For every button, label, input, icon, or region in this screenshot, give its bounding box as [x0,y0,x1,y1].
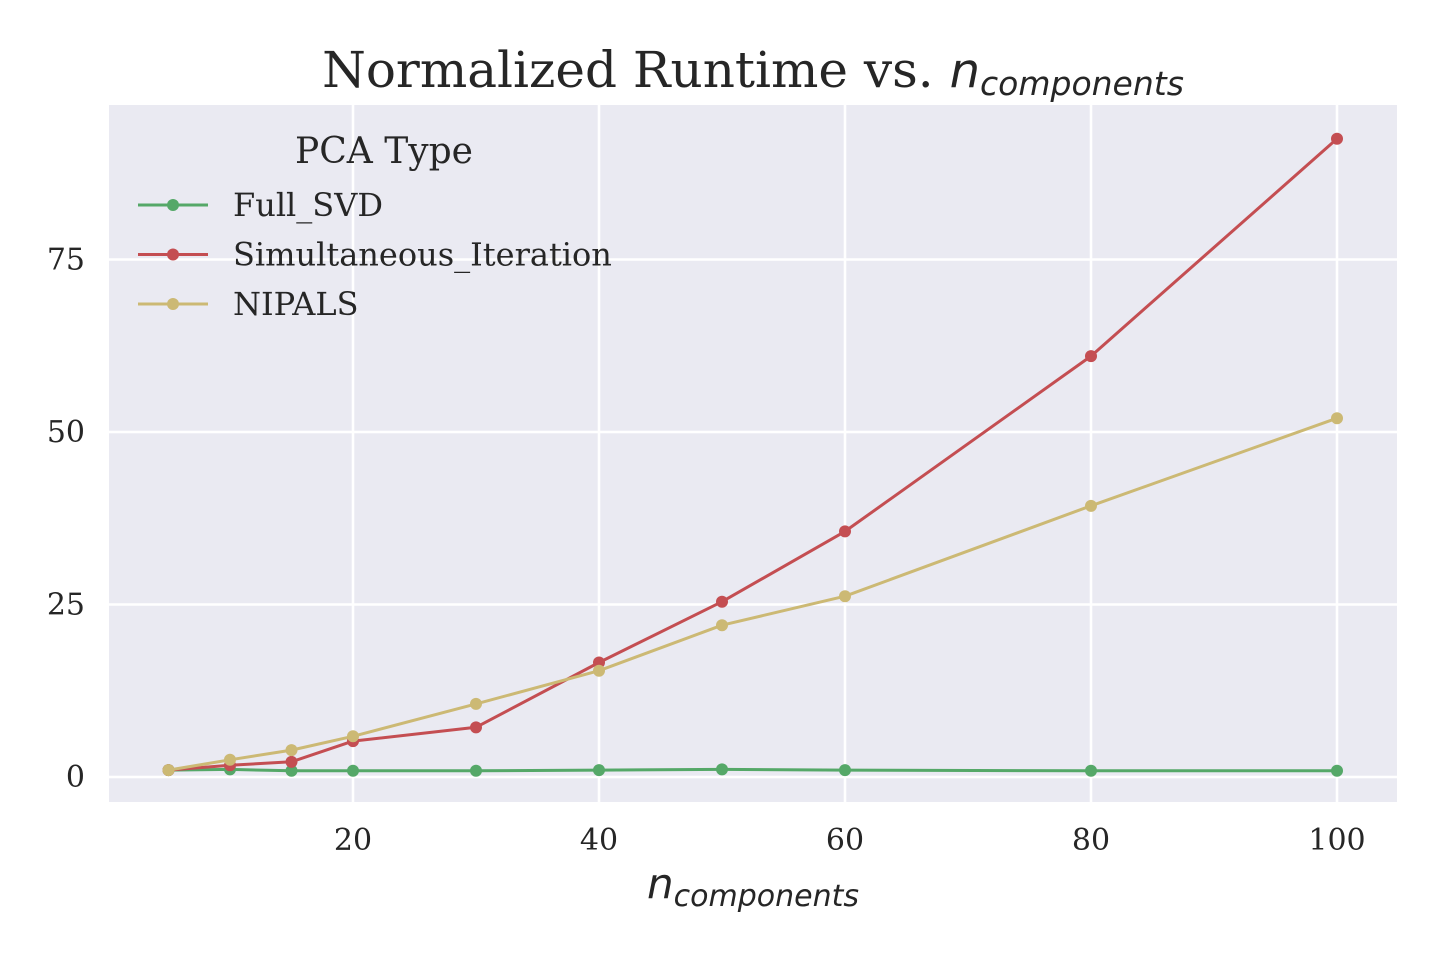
y-tick-label: 50 [47,415,85,450]
x-axis-label-base: n [647,859,674,908]
series-line [168,416,1338,772]
series-simultaneous-iteration [162,132,1343,777]
chart-title-text: Normalized Runtime vs. [322,41,950,99]
data-point [285,755,298,768]
legend-item: Full_SVD [138,186,383,224]
x-tick-label: 60 [826,823,864,858]
y-tick-label: 25 [47,588,85,623]
data-point [347,764,359,777]
legend-marker [167,199,179,211]
plot-background [109,105,1397,802]
data-point [1085,764,1097,777]
data-point [593,656,605,669]
data-point [285,744,298,757]
series-line [168,767,1337,773]
series-layer [162,132,1343,777]
legend-label: Simultaneous_Iteration [233,236,612,274]
data-point [470,764,482,777]
legend-marker [167,298,179,310]
x-tick-label: 40 [580,823,618,858]
data-point [347,730,359,743]
y-tick-label: 0 [66,760,85,795]
data-point [839,590,851,603]
legend-item: NIPALS [138,285,359,323]
x-tick-label: 80 [1072,823,1110,858]
chart-title-math-sub: components [980,64,1184,103]
x-axis-label: ncomponents [647,859,859,914]
tick-labels: 20 40 60 80 100 0 25 50 75 [47,243,1366,859]
legend-marker [167,248,179,261]
x-tick-label: 100 [1308,823,1365,858]
data-point [839,764,851,777]
data-point [716,763,728,776]
data-point [224,753,236,766]
data-point [1331,132,1343,145]
legend-label: NIPALS [233,285,359,323]
data-point [285,764,298,777]
data-point [470,721,482,734]
data-point [593,764,605,777]
chart-title-math-base: n [950,43,980,99]
chart-title: Normalized Runtime vs. ncomponents [322,41,1184,103]
x-axis-label-sub: components [674,879,859,914]
legend-title: PCA Type [295,131,473,172]
legend-item: Simultaneous_Iteration [138,236,612,274]
data-point [1085,499,1097,512]
data-point [1331,764,1343,777]
data-point [162,764,175,777]
data-point [1085,350,1097,363]
data-point [839,525,851,538]
data-point [593,664,605,677]
series-nipals [162,412,1343,777]
x-tick-label: 20 [334,823,372,858]
data-point [716,619,728,632]
legend-items: Full_SVD Simultaneous_Iteration NIPALS [138,186,612,323]
data-point [470,697,482,710]
data-point [1331,412,1343,425]
series-line [168,137,1338,772]
legend-label: Full_SVD [233,186,383,224]
y-tick-label: 75 [47,243,85,278]
legend: PCA Type Full_SVD Simultaneous_Iteration N… [138,131,612,323]
data-point [716,595,728,608]
grid [109,105,1397,802]
